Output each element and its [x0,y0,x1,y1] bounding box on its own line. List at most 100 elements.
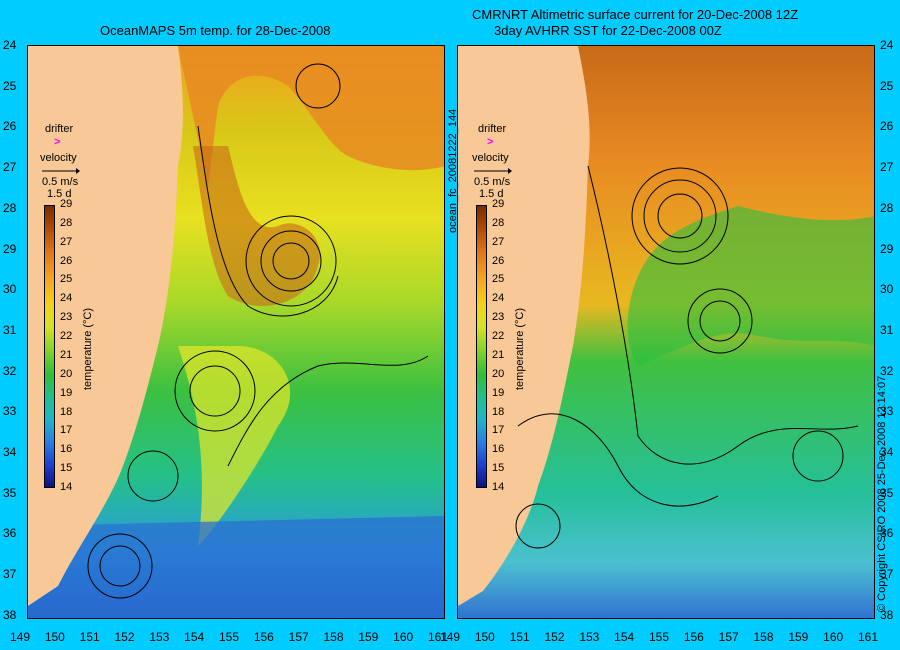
x-tick-label: 160 [393,630,414,644]
x-tick-label: 151 [79,630,100,644]
y-tick-label: 33 [3,404,17,419]
x-tick-label: 161 [428,630,449,644]
yellow-tongue [178,346,291,546]
x-tick-label: 154 [614,630,635,644]
colorbar-tick-label: 21 [60,348,73,361]
colorbar-tick-label: 24 [492,292,505,305]
colorbar-tick-label: 29 [492,198,505,210]
green-water-region [627,206,874,366]
colorbar-tick-label: 15 [492,462,505,475]
y-tick-label: 29 [3,241,17,256]
velocity-label-right: velocity [472,152,509,164]
y-tick-label: 30 [3,282,17,297]
drifter-label-right: drifter [478,123,507,135]
y-tick-label: 36 [880,526,894,541]
y-tick-label: 27 [3,160,17,175]
x-tick-label: 156 [253,630,274,644]
colorbar-tick-label: 27 [60,235,73,248]
colorbar-tick-label: 17 [492,424,505,437]
y-tick-label: 32 [880,363,894,378]
y-tick-label: 29 [880,241,894,256]
colorbar-tick-label: 24 [60,292,73,305]
scale-time-right: 1.5 d [479,188,504,200]
x-tick-label: 153 [149,630,170,644]
warm-eddy-region [193,146,320,306]
y-tick-label: 35 [3,485,17,500]
colorbar-tick-label: 23 [60,311,73,324]
colorbar-tick-label: 14 [492,481,505,493]
y-tick-label: 37 [880,567,894,582]
drifter-marker-right: > [487,136,494,148]
colorbar-tick-label: 23 [492,311,505,324]
current-streamlines [87,63,429,599]
y-tick-label: 38 [3,607,17,622]
colorbar-tick-label: 20 [60,367,73,380]
y-tick-label: 34 [3,445,17,459]
colorbar-tick-label: 18 [492,405,505,418]
velocity-scale-arrow-left [42,168,80,174]
x-tick-label: 157 [718,630,739,644]
cold-water-region [28,516,444,618]
copyright-label: © Copyright CSIRO 2008 25-Dec-2008 12:14… [876,375,888,612]
y-tick-label: 27 [880,160,894,175]
left-map-title: OceanMAPS 5m temp. for 28-Dec-2008 [100,23,331,38]
colorbar-tick-label: 18 [60,405,73,418]
y-tick-label: 31 [3,322,17,337]
colorbar-tick-label: 19 [492,386,505,399]
current-streamlines [515,165,859,549]
scale-speed-right: 0.5 m/s [474,176,511,188]
colorbar-tick-label: 16 [492,443,505,456]
x-tick-label: 155 [649,630,670,644]
y-tick-label: 34 [880,445,894,459]
colorbar-tick-label: 25 [492,273,505,286]
y-tick-label: 28 [3,200,17,215]
colorbar-label-left: temperature (°C) [82,307,94,390]
colorbar-tick-label: 28 [60,216,73,229]
x-tick-label: 158 [323,630,344,644]
y-tick-label: 36 [3,526,17,541]
x-tick-label: 159 [358,630,379,644]
land-mass [28,46,183,606]
colorbar-tick-label: 25 [60,273,73,286]
colorbar-tick-label: 22 [60,330,73,343]
colorbar-tick-label: 19 [60,386,73,399]
right-map-title-line2: 3day AVHRR SST for 22-Dec-2008 00Z [494,23,722,38]
velocity-label-left: velocity [40,152,77,164]
colorbar-tick-label: 20 [492,367,505,380]
y-tick-label: 33 [880,404,894,419]
drifter-label-left: drifter [45,123,74,135]
x-tick-label: 149 [10,630,31,644]
drifter-marker-left: > [54,136,61,148]
x-tick-label: 158 [753,630,774,644]
colorbar-tick-label: 16 [60,443,73,456]
colorbar-tick-label: 14 [60,481,73,493]
right-map-svg [458,46,874,618]
y-tick-label: 25 [880,78,894,93]
y-tick-label: 38 [880,607,894,622]
x-tick-label: 150 [44,630,65,644]
x-tick-label: 152 [544,630,565,644]
colorbar-tick-label: 21 [492,348,505,361]
y-tick-label: 37 [3,567,17,582]
colorbar-tick-label: 22 [492,330,505,343]
x-tick-label: 150 [474,630,495,644]
colorbar-left [44,205,55,488]
x-tick-label: 159 [788,630,809,644]
velocity-scale-arrow-right [474,168,512,174]
scale-speed-left: 0.5 m/s [42,176,79,188]
colorbar-tick-label: 27 [492,235,505,248]
colorbar-tick-label: 29 [60,198,73,210]
colorbar-tick-label: 17 [60,424,73,437]
x-tick-label: 160 [823,630,844,644]
y-tick-label: 32 [3,363,17,378]
colorbar-label-right: temperature (°C) [514,307,526,390]
x-tick-label: 151 [509,630,530,644]
y-tick-label: 24 [3,38,17,52]
x-tick-label: 152 [114,630,135,644]
y-tick-label: 26 [3,119,17,134]
warm-water-region [178,46,444,186]
left-map-svg [28,46,444,618]
x-tick-label: 156 [683,630,704,644]
y-tick-label: 28 [880,200,894,215]
y-tick-label: 35 [880,485,894,500]
